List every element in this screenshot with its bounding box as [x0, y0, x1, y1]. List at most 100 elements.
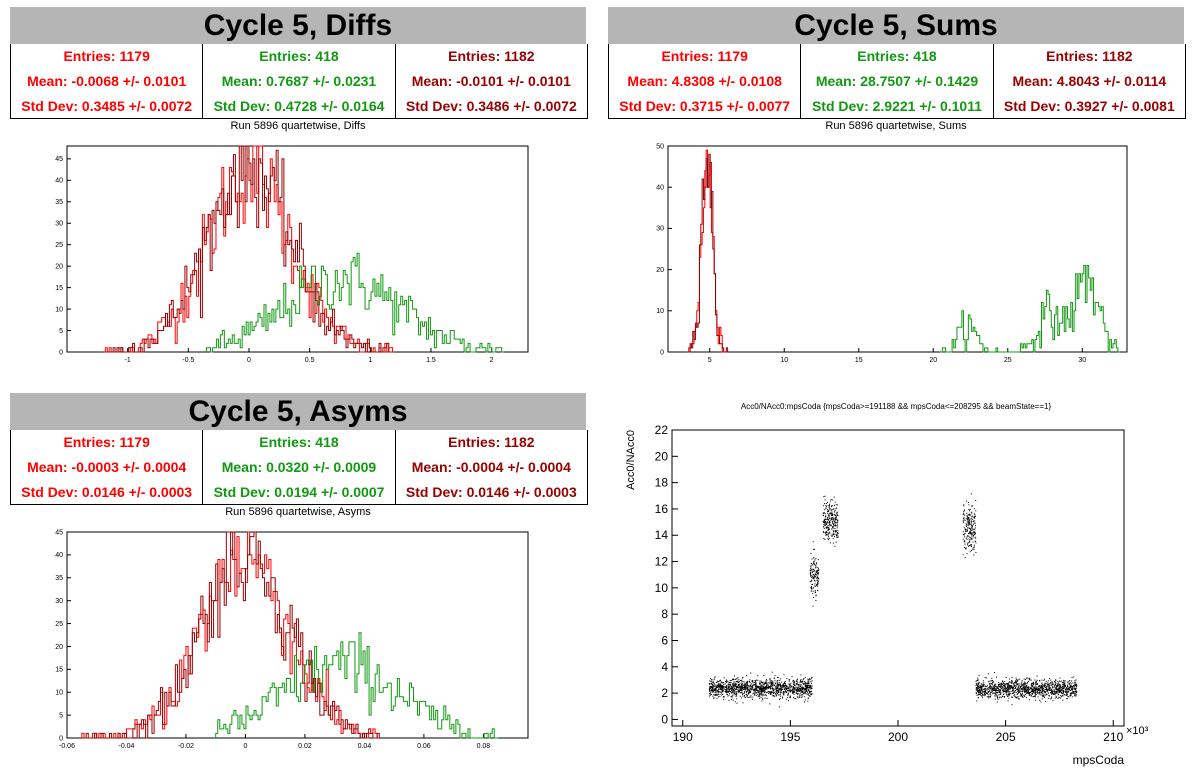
scatter-point [972, 541, 974, 543]
scatter-point [732, 679, 734, 681]
scatter-point [1043, 695, 1045, 697]
scatter-point [726, 693, 728, 695]
scatter-point [974, 540, 976, 542]
scatter-point [752, 682, 754, 684]
scatter-point [993, 685, 995, 687]
y-tick-label: 20 [656, 267, 664, 274]
scatter-point [1016, 689, 1018, 691]
scatter-point [976, 684, 978, 686]
scatter-point [1064, 684, 1066, 686]
scatter-point [1071, 689, 1073, 691]
scatter-point [1076, 685, 1078, 687]
scatter-point [984, 690, 986, 692]
scatter-point [968, 532, 970, 534]
scatter-point [995, 695, 997, 697]
scatter-point [807, 693, 809, 695]
scatter-point [1026, 681, 1028, 683]
scatter-point [828, 524, 830, 526]
scatter-point [730, 689, 732, 691]
scatter-point [716, 680, 718, 682]
scatter-point [834, 509, 836, 511]
scatter-point [1036, 688, 1038, 690]
scatter-point [1043, 685, 1045, 687]
scatter-point [757, 679, 759, 681]
scatter-point [784, 686, 786, 688]
scatter-point [1038, 691, 1040, 693]
scatter-point [810, 687, 812, 689]
y-tick-label: 10 [55, 690, 63, 697]
scatter-point [739, 686, 741, 688]
scatter-point [1021, 685, 1023, 687]
scatter-point [755, 683, 757, 685]
scatter-point [796, 681, 798, 683]
y-tick-label: 15 [55, 285, 63, 292]
scatter-point [1024, 682, 1026, 684]
scatter-point [970, 538, 972, 540]
scatter-point [980, 683, 982, 685]
scatter-point [795, 682, 797, 684]
scatter-point [1008, 691, 1010, 693]
scatter-point [827, 528, 829, 530]
scatter-point [1043, 685, 1045, 687]
scatter-point [1020, 690, 1022, 692]
scatter-point [729, 682, 731, 684]
scatter-point [766, 688, 768, 690]
scatter-point [762, 686, 764, 688]
y-tick-label: 20 [655, 449, 669, 463]
scatter-point [765, 679, 767, 681]
scatter-point [1004, 684, 1006, 686]
scatter-point [733, 686, 735, 688]
scatter-point [1035, 690, 1037, 692]
scatter-point [1074, 694, 1076, 696]
scatter-point [1007, 684, 1009, 686]
scatter-point [1074, 689, 1076, 691]
scatter-point [1068, 689, 1070, 691]
scatter-point [1067, 691, 1069, 693]
scatter-point [1051, 693, 1053, 695]
scatter-point [773, 695, 775, 697]
histogram-series [687, 153, 729, 353]
y-tick-label: 25 [55, 621, 63, 628]
scatter-point [802, 692, 804, 694]
scatter-point [754, 688, 756, 690]
scatter-point [816, 563, 818, 565]
scatter-point [710, 686, 712, 688]
scatter-point [744, 685, 746, 687]
scatter-point [970, 520, 972, 522]
scatter-point [759, 683, 761, 685]
scatter-point [1055, 689, 1057, 691]
x-tick-label: 5 [708, 357, 712, 364]
scatter-point [1062, 689, 1064, 691]
scatter-point [727, 681, 729, 683]
scatter-point [1011, 681, 1013, 683]
scatter-point [745, 684, 747, 686]
scatter-point [822, 512, 824, 514]
scatter-point [807, 684, 809, 686]
scatter-point [1074, 686, 1076, 688]
scatter-point [965, 547, 967, 549]
scatter-point [1000, 697, 1002, 699]
scatter-point [757, 685, 759, 687]
scatter-point [1023, 691, 1025, 693]
scatter-point [969, 522, 971, 524]
scatter-point [837, 515, 839, 517]
scatter-point [769, 680, 771, 682]
scatter-point [827, 510, 829, 512]
scatter-point [1029, 693, 1031, 695]
scatter-point [785, 689, 787, 691]
scatter-point [968, 544, 970, 546]
scatter-point [981, 687, 983, 689]
scatter-point [833, 531, 835, 533]
scatter-point [739, 687, 741, 689]
scatter-point [755, 685, 757, 687]
scatter-point [970, 533, 972, 535]
sums-stats-green: Entries: 418 Mean: 28.7507 +/- 0.1429 St… [801, 44, 994, 118]
scatter-point [831, 528, 833, 530]
scatter-point [721, 694, 723, 696]
scatter-point [758, 691, 760, 693]
x-tick-label: -0.04 [118, 743, 134, 750]
scatter-point [790, 687, 792, 689]
scatter-point [834, 528, 836, 530]
scatter-point [804, 685, 806, 687]
scatter-point [974, 522, 976, 524]
